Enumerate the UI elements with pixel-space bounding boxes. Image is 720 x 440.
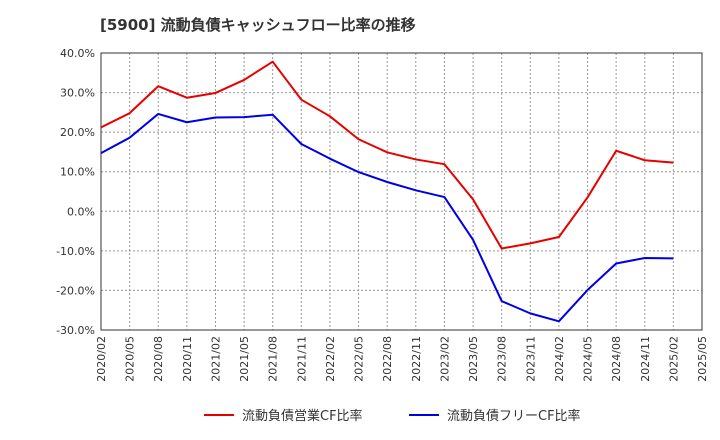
x-tick-label: 2021/11 bbox=[295, 336, 308, 382]
x-tick-label: 2020/11 bbox=[181, 336, 194, 382]
x-tick-label: 2023/05 bbox=[467, 336, 480, 382]
x-tick-label: 2025/02 bbox=[667, 336, 680, 382]
plot-area bbox=[101, 53, 702, 330]
legend-label-2: 流動負債フリーCF比率 bbox=[447, 408, 581, 424]
y-tick-label: 10.0% bbox=[60, 166, 95, 179]
y-tick-label: 20.0% bbox=[60, 126, 95, 139]
x-tick-label: 2023/08 bbox=[496, 336, 509, 382]
x-tick-label: 2022/05 bbox=[353, 336, 366, 382]
y-tick-label: 30.0% bbox=[60, 87, 95, 100]
x-tick-label: 2020/08 bbox=[152, 336, 165, 382]
x-tick-label: 2024/05 bbox=[582, 336, 595, 382]
plot-border bbox=[100, 52, 703, 331]
x-tick-label: 2024/08 bbox=[610, 336, 623, 382]
x-tick-label: 2022/02 bbox=[324, 336, 337, 382]
chart-title: [5900] 流動負債キャッシュフロー比率の推移 bbox=[100, 16, 416, 34]
x-tick-label: 2024/02 bbox=[553, 336, 566, 382]
x-tick-label: 2021/05 bbox=[238, 336, 251, 382]
series-line-2 bbox=[100, 112, 674, 323]
series-line-1 bbox=[100, 60, 674, 250]
x-tick-label: 2023/02 bbox=[438, 336, 451, 382]
y-tick-label: 0.0% bbox=[67, 205, 95, 218]
series-lines bbox=[100, 60, 674, 323]
y-tick-label: 40.0% bbox=[60, 47, 95, 60]
x-tick-label: 2022/11 bbox=[410, 336, 423, 382]
x-tick-label: 2024/11 bbox=[639, 336, 652, 382]
x-tick-label: 2021/02 bbox=[209, 336, 222, 382]
legend: 流動負債営業CF比率 流動負債フリーCF比率 bbox=[204, 408, 581, 424]
y-tick-label: -30.0% bbox=[56, 324, 95, 337]
x-tick-label: 2021/08 bbox=[267, 336, 280, 382]
y-tick-label: -10.0% bbox=[56, 245, 95, 258]
legend-label-1: 流動負債営業CF比率 bbox=[242, 408, 363, 424]
y-tick-label: -20.0% bbox=[56, 284, 95, 297]
x-axis-ticks: 2020/02 2020/05 2020/08 2020/11 2021/02 2021/… bbox=[95, 336, 709, 382]
x-tick-label: 2020/05 bbox=[124, 336, 137, 382]
y-axis-ticks: 40.0% 30.0% 20.0% 10.0% 0.0% -10.0% -20.0% -30.… bbox=[56, 47, 95, 337]
x-tick-label: 2025/05 bbox=[696, 336, 709, 382]
x-tick-label: 2020/02 bbox=[95, 336, 108, 382]
x-tick-label: 2023/11 bbox=[524, 336, 537, 382]
x-tick-label: 2022/08 bbox=[381, 336, 394, 382]
